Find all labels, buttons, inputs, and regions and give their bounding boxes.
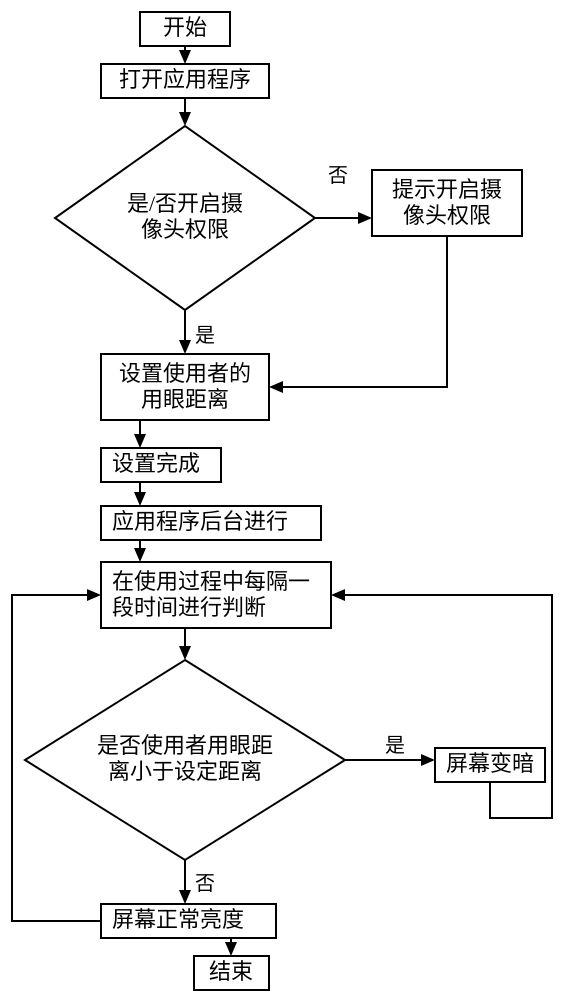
- node-set-done-label: 设置完成: [112, 451, 200, 476]
- node-periodic-line1: 在使用过程中每隔一: [112, 569, 310, 594]
- node-dist-check-line2: 离小于设定距离: [108, 759, 262, 784]
- edge-dim-periodic: [333, 595, 552, 818]
- edge-camperm-prompt-label: 否: [328, 165, 348, 187]
- node-prompt-cam-line1: 提示开启摄: [392, 177, 502, 202]
- node-periodic-line2: 段时间进行判断: [112, 595, 266, 620]
- edge-distcheck-dim-label: 是: [385, 735, 405, 757]
- node-open-app-label: 打开应用程序: [119, 67, 251, 92]
- edge-camperm-setdist-label: 是: [195, 325, 215, 347]
- node-cam-perm-line1: 是/否开启摄: [127, 191, 243, 216]
- node-normal-label: 屏幕正常亮度: [112, 907, 244, 932]
- edge-prompt-setdist: [271, 236, 447, 387]
- node-dim-label: 屏幕变暗: [446, 751, 534, 776]
- node-start-label: 开始: [163, 15, 207, 40]
- node-end-label: 结束: [209, 959, 253, 984]
- edge-distcheck-normal-label: 否: [195, 873, 215, 895]
- node-bg-run-label: 应用程序后台进行: [112, 509, 288, 534]
- node-prompt-cam-line2: 像头权限: [403, 203, 491, 228]
- node-cam-perm-line2: 像头权限: [141, 217, 229, 242]
- node-set-dist-line2: 用眼距离: [141, 387, 229, 412]
- node-dist-check-line1: 是否使用者用眼距: [97, 733, 273, 758]
- node-set-dist-line1: 设置使用者的: [119, 361, 251, 386]
